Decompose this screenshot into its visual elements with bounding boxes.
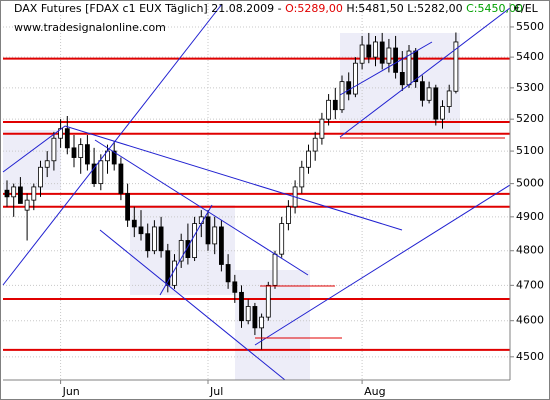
candle-body	[239, 291, 244, 322]
candle-body	[299, 166, 305, 188]
candle-body	[205, 216, 211, 245]
y-tick-label: 4900	[516, 210, 544, 223]
trend-line	[2, 3, 223, 286]
y-tick-label: 4600	[516, 314, 544, 327]
candle-body	[252, 306, 258, 329]
candle-body	[272, 253, 278, 286]
candle-body	[399, 72, 405, 86]
candle-body	[225, 264, 231, 283]
candle-body	[64, 128, 70, 149]
shade-box	[3, 130, 61, 190]
y-tick-label: 4700	[516, 278, 544, 291]
candle-body	[192, 223, 198, 258]
candle-body	[118, 163, 124, 194]
trend-line	[2, 125, 66, 173]
candle-body	[379, 41, 385, 64]
y-tick-label: 4800	[516, 244, 544, 257]
candle-body	[11, 186, 17, 198]
trend-lines	[2, 3, 511, 381]
candle-body	[433, 87, 439, 120]
candle-body	[91, 163, 97, 185]
candle-body	[386, 47, 392, 64]
candle-body	[4, 189, 10, 198]
trend-line	[94, 139, 309, 276]
candle-body	[38, 166, 43, 188]
x-tick-label: Aug	[364, 385, 385, 398]
candle-body	[426, 87, 432, 101]
trend-line	[99, 229, 286, 381]
candle-body	[440, 106, 445, 120]
candle-body	[17, 186, 23, 204]
candle-body	[178, 240, 184, 262]
candle-body	[125, 193, 130, 221]
candle-body	[111, 150, 117, 165]
candle-body	[352, 62, 358, 95]
shade-box	[235, 270, 310, 380]
candle-body	[151, 226, 157, 252]
candle-body	[131, 219, 137, 228]
candle-body	[366, 44, 372, 58]
candle-body	[165, 250, 171, 286]
candle-body	[279, 223, 285, 255]
candle-body	[326, 99, 332, 120]
candle-body	[419, 81, 425, 101]
y-tick-label: 5200	[516, 112, 544, 125]
candle-body	[346, 81, 352, 95]
high-label: H:5481,50	[346, 2, 403, 15]
candle-body	[24, 199, 30, 211]
candle-body	[71, 147, 77, 158]
candle-body	[312, 137, 318, 152]
candle-body	[78, 144, 84, 158]
title-text: DAX Futures [FDAX c1 EUX Täglich] 21.08.…	[14, 2, 282, 15]
candle-body	[306, 150, 311, 168]
candle-body	[265, 284, 271, 318]
x-tick-label: Jun	[62, 385, 80, 398]
candle-body	[453, 41, 459, 92]
candle-body	[319, 118, 325, 139]
y-tick-label: 5000	[516, 177, 544, 190]
plot	[3, 3, 510, 380]
candle-body	[98, 160, 104, 185]
candle-body	[393, 47, 399, 73]
candle-body	[339, 81, 345, 111]
title: DAX Futures [FDAX c1 EUX Täglich] 21.08.…	[14, 2, 523, 15]
trend-line	[339, 7, 511, 138]
trend-line	[64, 125, 403, 231]
candle-body	[44, 160, 50, 168]
y-axis-label: €/EL	[514, 2, 539, 15]
candle-body	[359, 44, 365, 64]
y-tick-label: 5400	[516, 50, 544, 63]
candle-body	[51, 137, 57, 162]
y-tick-label: 5300	[516, 81, 544, 94]
candle-body	[332, 99, 338, 111]
y-tick-label: 4500	[516, 350, 544, 363]
x-tick-label: Jul	[209, 385, 223, 398]
open-label: O:5289,00	[285, 2, 343, 15]
trend-line	[339, 41, 433, 96]
candle-body	[373, 41, 378, 58]
candle-body	[259, 316, 265, 329]
candle-body	[285, 206, 291, 224]
subtitle: www.tradesignalonline.com	[14, 21, 166, 34]
candle-body	[212, 226, 218, 245]
low-label: L:5282,00	[407, 2, 462, 15]
candle-body	[158, 226, 164, 252]
candle-body	[218, 226, 224, 265]
candle-body	[446, 90, 452, 107]
candle-body	[245, 306, 251, 322]
close-label: C:5450,00	[466, 2, 523, 15]
candle-body	[232, 281, 238, 293]
candle-body	[185, 240, 191, 258]
trend-line	[159, 204, 213, 296]
candle-body	[145, 233, 151, 252]
y-tick-label: 5100	[516, 144, 544, 157]
trend-line	[254, 184, 511, 346]
candle-body	[413, 50, 419, 83]
candle-body	[138, 226, 144, 235]
candle-body	[85, 144, 90, 165]
candle-body	[31, 186, 37, 201]
y-tick-label: 5500	[516, 20, 544, 33]
